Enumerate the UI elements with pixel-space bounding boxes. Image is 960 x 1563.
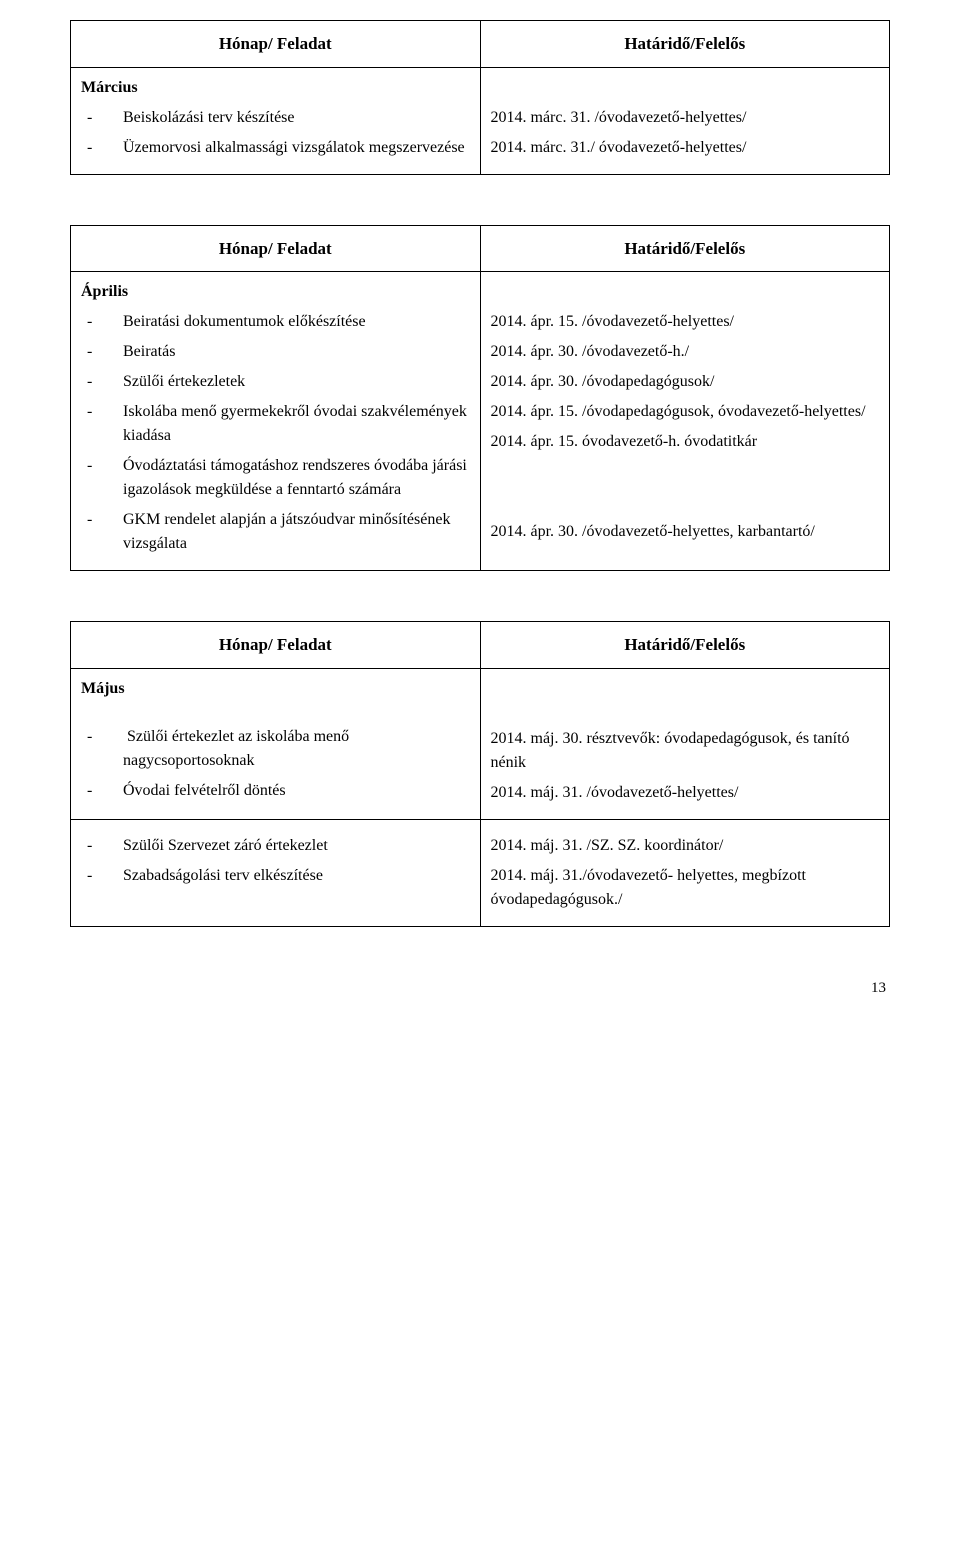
deadline-line: 2014. ápr. 15. óvodavezető-h. óvodatitká… bbox=[491, 430, 880, 454]
list-item: GKM rendelet alapján a játszóudvar minős… bbox=[105, 508, 470, 556]
page-number: 13 bbox=[70, 977, 890, 1000]
march-table: Hónap/ Feladat Határidő/Felelős Március … bbox=[70, 20, 890, 175]
month-label-april: Április bbox=[81, 280, 470, 304]
deadline-line: 2014. máj. 31. /SZ. SZ. koordinátor/ bbox=[491, 834, 880, 858]
list-item: Üzemorvosi alkalmassági vizsgálatok megs… bbox=[105, 136, 470, 160]
deadline-line: 2014. máj. 31. /óvodavezető-helyettes/ bbox=[491, 781, 880, 805]
deadline-line: 2014. ápr. 15. /óvodavezető-helyettes/ bbox=[491, 310, 880, 334]
deadline-line: 2014. márc. 31. /óvodavezető-helyettes/ bbox=[491, 106, 880, 130]
deadline-line: 2014. márc. 31./ óvodavezető-helyettes/ bbox=[491, 136, 880, 160]
col-header-task: Hónap/ Feladat bbox=[71, 21, 481, 68]
deadline-line bbox=[491, 490, 880, 514]
month-label-may: Május bbox=[81, 677, 470, 701]
may-task-list-1: Szülői értekezlet az iskolába menő nagyc… bbox=[81, 725, 470, 803]
col-header-task: Hónap/ Feladat bbox=[71, 225, 481, 272]
list-item: Beiratási dokumentumok előkészítése bbox=[105, 310, 470, 334]
may-task-list-2: Szülői Szervezet záró értekezlet Szabads… bbox=[81, 828, 470, 888]
april-deadline-cell: 2014. ápr. 15. /óvodavezető-helyettes/ 2… bbox=[480, 272, 890, 571]
april-task-cell: Április Beiratási dokumentumok előkészít… bbox=[71, 272, 481, 571]
april-task-list: Beiratási dokumentumok előkészítése Beir… bbox=[81, 310, 470, 556]
deadline-line: 2014. ápr. 30. /óvodavezető-h./ bbox=[491, 340, 880, 364]
may-deadline-cell-2: 2014. máj. 31. /SZ. SZ. koordinátor/ 201… bbox=[480, 819, 890, 926]
col-header-deadline: Határidő/Felelős bbox=[480, 225, 890, 272]
month-label-march: Március bbox=[81, 76, 470, 100]
may-table: Hónap/ Feladat Határidő/Felelős Május Sz… bbox=[70, 621, 890, 927]
deadline-line bbox=[491, 460, 880, 484]
list-item: Szülői értekezletek bbox=[105, 370, 470, 394]
may-deadline-cell-1: 2014. máj. 30. résztvevők: óvodapedagógu… bbox=[480, 668, 890, 819]
deadline-line: 2014. ápr. 30. /óvodavezető-helyettes, k… bbox=[491, 520, 880, 544]
march-deadline-cell: 2014. márc. 31. /óvodavezető-helyettes/ … bbox=[480, 67, 890, 174]
list-item: Szabadságolási terv elkészítése bbox=[105, 864, 470, 888]
deadline-line: 2014. máj. 31./óvodavezető- helyettes, m… bbox=[491, 864, 880, 912]
list-item: Óvodai felvételről döntés bbox=[105, 779, 470, 803]
col-header-deadline: Határidő/Felelős bbox=[480, 622, 890, 669]
march-task-list: Beiskolázási terv készítése Üzemorvosi a… bbox=[81, 106, 470, 160]
deadline-line: 2014. máj. 30. résztvevők: óvodapedagógu… bbox=[491, 727, 880, 775]
march-task-cell: Március Beiskolázási terv készítése Üzem… bbox=[71, 67, 481, 174]
deadline-line: 2014. ápr. 30. /óvodapedagógusok/ bbox=[491, 370, 880, 394]
list-item: Iskolába menő gyermekekről óvodai szakvé… bbox=[105, 400, 470, 448]
may-task-cell-1: Május Szülői értekezlet az iskolába menő… bbox=[71, 668, 481, 819]
list-item: Beiratás bbox=[105, 340, 470, 364]
list-item: Beiskolázási terv készítése bbox=[105, 106, 470, 130]
col-header-deadline: Határidő/Felelős bbox=[480, 21, 890, 68]
may-task-cell-2: Szülői Szervezet záró értekezlet Szabads… bbox=[71, 819, 481, 926]
list-item: Szülői Szervezet záró értekezlet bbox=[105, 834, 470, 858]
deadline-line: 2014. ápr. 15. /óvodapedagógusok, óvodav… bbox=[491, 400, 880, 424]
list-item: Óvodáztatási támogatáshoz rendszeres óvo… bbox=[105, 454, 470, 502]
col-header-task: Hónap/ Feladat bbox=[71, 622, 481, 669]
april-table: Hónap/ Feladat Határidő/Felelős Április … bbox=[70, 225, 890, 572]
list-item: Szülői értekezlet az iskolába menő nagyc… bbox=[105, 725, 470, 773]
